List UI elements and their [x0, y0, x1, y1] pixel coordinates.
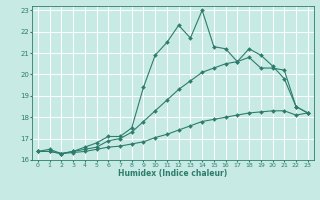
X-axis label: Humidex (Indice chaleur): Humidex (Indice chaleur)	[118, 169, 228, 178]
